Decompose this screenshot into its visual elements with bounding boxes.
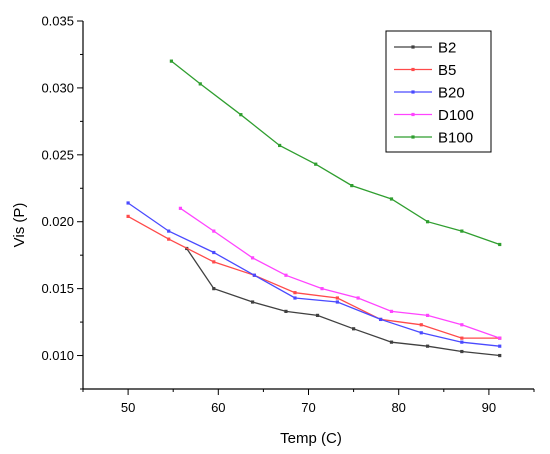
data-point-b20: [498, 344, 502, 348]
y-tick-label: 0.025: [41, 147, 74, 162]
data-point-d100: [498, 336, 502, 340]
data-point-b100: [314, 162, 318, 166]
data-point-b2: [352, 327, 356, 331]
data-point-b100: [425, 220, 430, 224]
y-axis-ticks: 0.010 0.015 0.020 0.025 0.030 0.035: [41, 14, 83, 390]
data-point-b20: [167, 229, 171, 233]
data-point-b100: [498, 242, 502, 247]
data-point-b100: [350, 183, 354, 188]
data-point-b2: [460, 349, 464, 354]
data-point-b20: [126, 201, 130, 205]
legend-marker-b100: [411, 135, 415, 139]
data-point-b5: [335, 296, 339, 300]
x-axis-label: Temp (C): [280, 430, 342, 447]
data-point-b5: [419, 323, 423, 327]
data-point-b20: [419, 331, 423, 335]
data-point-b20: [212, 250, 216, 255]
data-point-b20: [252, 273, 256, 277]
y-tick-label: 0.030: [41, 80, 74, 95]
x-tick-label: 50: [121, 400, 135, 415]
legend-label-b100: B100: [438, 130, 473, 147]
data-point-b5: [293, 291, 297, 295]
x-tick-label: 60: [211, 400, 225, 415]
data-point-b100: [239, 113, 243, 117]
data-point-b100: [169, 59, 173, 63]
legend-marker-b5: [411, 67, 415, 72]
data-point-b5: [126, 214, 130, 218]
data-point-d100: [284, 273, 288, 277]
data-point-b2: [250, 300, 255, 304]
data-point-b2: [498, 353, 502, 358]
data-point-b100: [278, 143, 282, 148]
data-point-d100: [425, 313, 430, 317]
data-point-b5: [212, 260, 216, 264]
y-axis-label: Vis (P): [11, 203, 28, 248]
data-point-d100: [212, 229, 216, 233]
legend-label-b2: B2: [438, 40, 456, 57]
series-line-b2: [186, 248, 500, 357]
data-point-b100: [389, 197, 394, 201]
data-point-b2: [389, 340, 394, 344]
x-tick-label: 90: [482, 400, 496, 415]
series-line-d100: [180, 207, 500, 339]
data-point-b20: [293, 296, 297, 300]
data-point-b5: [167, 237, 171, 241]
x-tick-label: 80: [391, 400, 405, 415]
series-line-b20: [127, 202, 500, 347]
plot-area: [126, 59, 502, 358]
data-point-b20: [379, 317, 383, 322]
series-line-b100: [170, 60, 500, 246]
x-tick-label: 70: [301, 400, 315, 415]
legend: B2 B5 B20 D100 B100: [385, 30, 492, 153]
data-point-b100: [460, 229, 464, 233]
data-point-b20: [335, 300, 339, 304]
data-point-b2: [425, 344, 430, 348]
data-point-d100: [356, 296, 360, 300]
data-point-d100: [250, 256, 255, 260]
y-tick-label: 0.035: [41, 14, 74, 29]
x-axis-ticks: 50 60 70 80 90: [82, 389, 535, 415]
data-point-b100: [198, 82, 202, 86]
legend-label-d100: D100: [438, 107, 474, 124]
legend-marker-b20: [411, 90, 415, 94]
data-point-d100: [320, 287, 324, 291]
legend-label-b20: B20: [438, 85, 465, 102]
data-point-d100: [389, 309, 394, 313]
series-line-b5: [127, 215, 500, 339]
data-point-b5: [460, 336, 464, 340]
data-point-b20: [460, 340, 464, 344]
legend-marker-b2: [411, 45, 415, 49]
data-point-b2: [212, 287, 216, 291]
legend-label-b5: B5: [438, 62, 456, 79]
legend-marker-d100: [411, 112, 415, 117]
data-point-d100: [460, 323, 464, 327]
data-point-b2: [284, 309, 288, 313]
y-tick-label: 0.015: [41, 281, 74, 296]
data-point-d100: [178, 206, 183, 210]
data-point-b2: [315, 313, 320, 317]
y-tick-label: 0.010: [41, 348, 74, 363]
y-tick-label: 0.020: [41, 214, 74, 229]
